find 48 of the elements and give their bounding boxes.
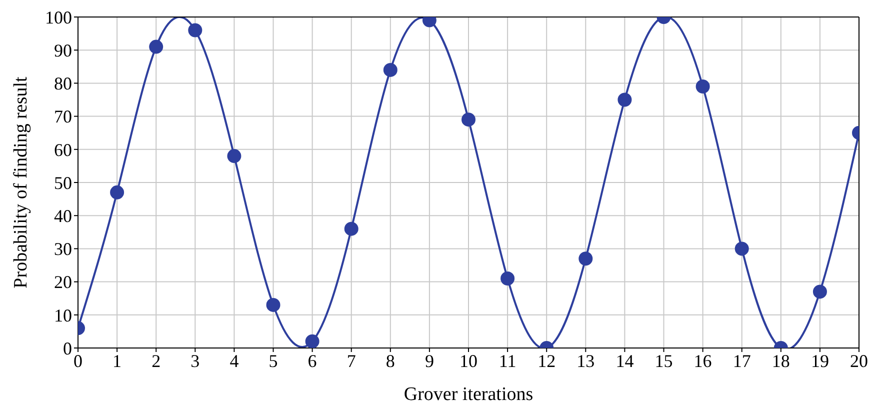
point <box>578 252 593 266</box>
x-tick-label: 6 <box>308 350 317 371</box>
point <box>812 284 827 299</box>
x-tick-label: 10 <box>460 350 478 371</box>
y-tick-label: 20 <box>54 272 72 292</box>
point <box>696 80 710 94</box>
x-tick-label: 17 <box>732 350 751 371</box>
x-tick-label: 9 <box>424 350 434 371</box>
y-axis-title: Probability of finding result <box>10 76 32 288</box>
x-tick-label: 8 <box>386 350 395 371</box>
point <box>344 222 358 236</box>
x-tick-label: 2 <box>152 350 161 371</box>
point <box>383 62 398 77</box>
y-tick-label: 60 <box>54 140 72 160</box>
y-tick-label: 100 <box>45 7 72 28</box>
x-tick-label: 4 <box>230 350 239 371</box>
y-tick-label: 70 <box>54 106 72 127</box>
point <box>500 271 515 286</box>
x-tick-label: 13 <box>576 350 595 371</box>
point <box>266 298 280 312</box>
point <box>188 23 202 38</box>
x-axis-title: Grover iterations <box>404 384 534 405</box>
x-tick-label: 7 <box>346 350 356 371</box>
y-tick-label: 50 <box>54 172 72 193</box>
point <box>305 334 320 348</box>
point <box>227 149 242 164</box>
y-tick-label: 90 <box>54 40 72 60</box>
y-tick-label: 30 <box>54 239 72 260</box>
y-tick-label: 40 <box>54 206 72 226</box>
point <box>734 242 749 256</box>
x-tick-label: 11 <box>498 350 516 371</box>
y-tick-label: 0 <box>63 338 72 358</box>
x-tick-label: 12 <box>538 350 556 371</box>
point <box>462 112 476 127</box>
x-tick-label: 1 <box>112 350 122 371</box>
x-tick-label: 3 <box>190 350 200 371</box>
point <box>149 40 164 54</box>
x-tick-label: 5 <box>268 350 278 371</box>
point <box>618 92 632 107</box>
x-tick-label: 15 <box>654 350 673 371</box>
y-tick-label: 80 <box>54 74 72 94</box>
x-tick-label: 19 <box>810 350 829 371</box>
x-tick-label: 18 <box>772 350 790 371</box>
x-tick-label: 16 <box>694 350 712 371</box>
x-tick-label: 14 <box>616 350 634 371</box>
point <box>110 185 124 200</box>
y-tick-label: 10 <box>54 305 72 326</box>
x-tick-label: 20 <box>850 350 868 371</box>
